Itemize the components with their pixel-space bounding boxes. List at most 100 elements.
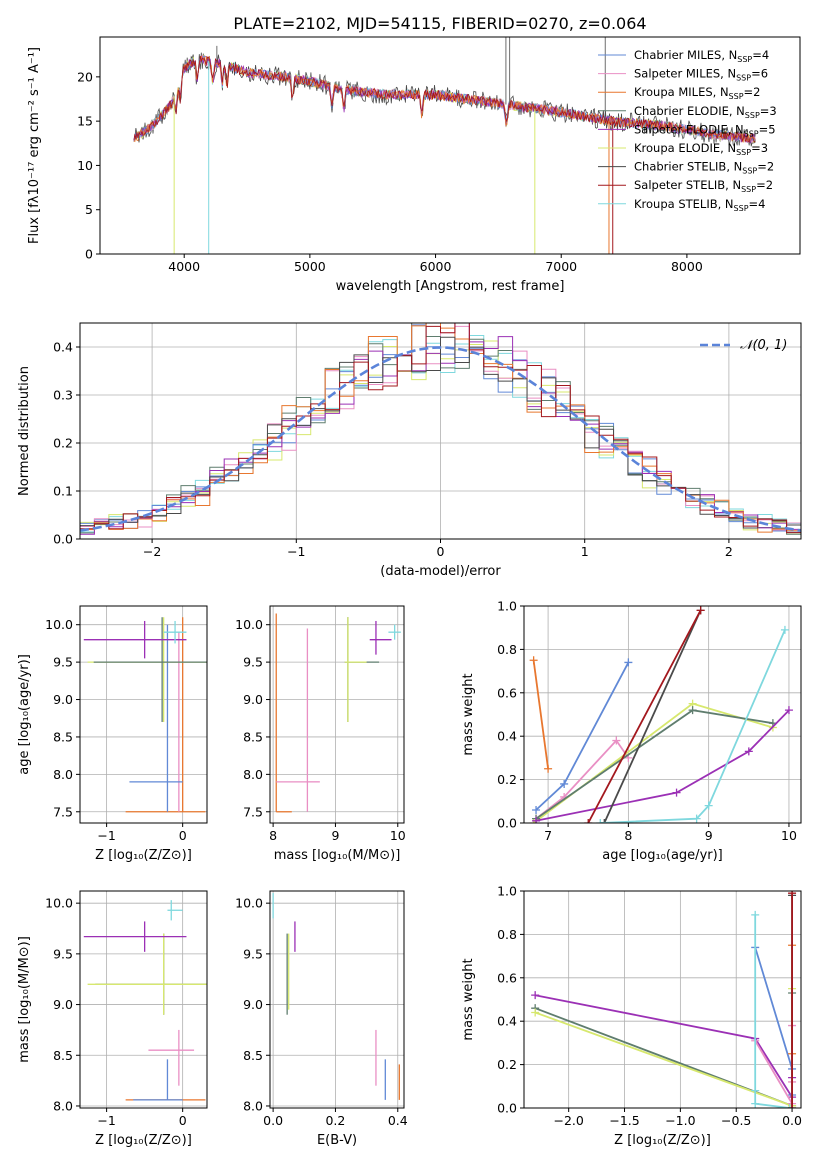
- x-tick-label: −1: [287, 544, 305, 559]
- y-tick-label: 8.5: [53, 729, 73, 744]
- spectrum-line: [133, 55, 756, 143]
- y-tick-label: 0.2: [497, 772, 517, 787]
- y-axis-label: mass [log₁₀(M/M⊙)]: [17, 936, 32, 1063]
- legend-label: Kroupa MILES, NSSP=2: [634, 85, 760, 101]
- y-axis-label: age [log₁₀(age/yr)]: [17, 654, 32, 775]
- y-tick-label: 10.0: [45, 617, 73, 632]
- x-axis-label: Z [log₁₀(Z/Z⊙)]: [95, 848, 192, 863]
- legend-label: Salpeter ELODIE, NSSP=5: [634, 122, 776, 138]
- data-point-marker: [704, 801, 713, 810]
- data-point-marker: [688, 706, 697, 715]
- y-tick-label: 10.0: [235, 896, 263, 911]
- axes-frame: [523, 890, 802, 1109]
- panel-mass_vs_Z: −1 0 8.0 8.5 9.0 9.5 10.0 Z [log₁₀(Z/Z⊙)] mass […: [17, 890, 208, 1148]
- plot-area: [80, 323, 801, 539]
- data-point-marker: [531, 991, 540, 1000]
- y-tick-label: 0.8: [497, 927, 517, 942]
- series-line: [603, 609, 702, 823]
- legend-label: 𝒩(0, 1): [740, 338, 787, 353]
- panel-spectrum: 4000 5000 6000 7000 8000 0 5 10 15 20 wavelength […: [27, 36, 801, 294]
- series-line: [754, 914, 790, 1108]
- y-tick-label: 0.8: [497, 642, 517, 657]
- x-tick-label: 0.0: [782, 1113, 802, 1128]
- data-point-marker: [784, 706, 793, 715]
- y-tick-label: 10.0: [45, 896, 73, 911]
- series-line: [587, 609, 702, 823]
- data-point-marker: [692, 814, 701, 823]
- panel-weight_vs_age: 7 8 9 10 0.0 0.2 0.4 0.6 0.8 1.0 age [log₁₀(age/yr…: [461, 599, 802, 863]
- x-axis-label: wavelength [Angstrom, rest frame]: [336, 279, 565, 294]
- plot-area: [133, 37, 756, 254]
- data-point-marker: [780, 625, 789, 634]
- y-tick-label: 0.4: [497, 1014, 517, 1029]
- plot-area: [529, 606, 793, 823]
- data-point-marker: [751, 1099, 760, 1108]
- y-tick-label: 1.0: [497, 599, 517, 614]
- y-tick-label: 0.2: [53, 436, 73, 451]
- panel-age_vs_Z: −1 0 7.5 8.0 8.5 9.0 9.5 10.0 Z [log₁₀(Z/Z⊙)] age…: [17, 605, 208, 863]
- y-tick-label: 0.4: [497, 729, 517, 744]
- y-axis-label: Flux [fλ10⁻¹⁷ erg cm⁻² s⁻¹ A⁻¹]: [27, 47, 42, 244]
- y-axis-label: mass weight: [461, 958, 476, 1040]
- data-point-marker: [584, 819, 593, 823]
- axes-frame: [79, 605, 208, 824]
- x-tick-label: −2.0: [553, 1113, 583, 1128]
- data-point-marker: [532, 805, 541, 814]
- y-tick-label: 8.0: [53, 1098, 73, 1113]
- data-point-marker: [544, 764, 553, 773]
- x-tick-label: 10: [390, 828, 406, 843]
- y-tick-label: 0.0: [497, 1101, 517, 1116]
- x-tick-label: 0: [437, 544, 445, 559]
- plot-area: [272, 893, 400, 1100]
- series-line: [600, 629, 786, 823]
- axes-frame: [269, 890, 405, 1109]
- y-tick-label: 1.0: [497, 884, 517, 899]
- y-tick-label: 0.3: [53, 388, 73, 403]
- x-axis-label: (data-model)/error: [380, 564, 501, 579]
- data-point-marker: [600, 819, 609, 823]
- y-tick-label: 8.5: [53, 1048, 73, 1063]
- y-tick-label: 9.0: [243, 997, 263, 1012]
- x-tick-label: 0.4: [388, 1113, 408, 1128]
- x-axis-label: age [log₁₀(age/yr)]: [602, 848, 723, 863]
- y-tick-label: 5: [85, 202, 93, 217]
- y-tick-label: 0.0: [497, 816, 517, 831]
- legend-label: Salpeter STELIB, NSSP=2: [634, 178, 773, 194]
- x-tick-label: 9: [331, 828, 339, 843]
- data-point-marker: [785, 1104, 794, 1108]
- y-tick-label: 7.5: [243, 804, 263, 819]
- x-tick-label: 6000: [420, 259, 452, 274]
- x-tick-label: 0: [179, 1113, 187, 1128]
- data-point-marker: [612, 736, 621, 745]
- x-tick-label: −0.5: [721, 1113, 751, 1128]
- plot-area: [83, 900, 207, 1101]
- series-line: [535, 709, 790, 822]
- y-tick-label: 0.1: [53, 484, 73, 499]
- y-tick-label: 0.6: [497, 970, 517, 985]
- series-line: [535, 739, 630, 820]
- x-tick-label: 2: [725, 544, 733, 559]
- plot-area: [275, 613, 401, 813]
- data-point-marker: [532, 816, 541, 823]
- y-tick-label: 0.4: [53, 340, 73, 355]
- panel-mass_vs_ebv: 0.0 0.2 0.4 8.0 8.5 9.0 9.5 10.0 E(B-V): [235, 890, 408, 1148]
- axes-frame: [269, 605, 405, 824]
- y-tick-label: 10.0: [235, 617, 263, 632]
- y-axis-label: mass weight: [461, 673, 476, 755]
- y-tick-label: 8.5: [243, 729, 263, 744]
- figure-title: PLATE=2102, MJD=54115, FIBERID=0270, z=0…: [233, 14, 646, 33]
- x-tick-label: 1: [581, 544, 589, 559]
- y-tick-label: 15: [77, 114, 93, 129]
- legend-label: Salpeter MILES, NSSP=6: [634, 67, 768, 83]
- legend-label: Chabrier ELODIE, NSSP=3: [634, 104, 777, 120]
- axes-frame: [99, 36, 801, 255]
- data-point-marker: [529, 656, 538, 665]
- data-point-marker: [596, 819, 605, 823]
- y-tick-label: 0.0: [53, 532, 73, 547]
- axes-frame: [523, 605, 802, 824]
- x-tick-label: −1.5: [609, 1113, 639, 1128]
- y-tick-label: 8.5: [243, 1048, 263, 1063]
- plot-area: [83, 617, 207, 813]
